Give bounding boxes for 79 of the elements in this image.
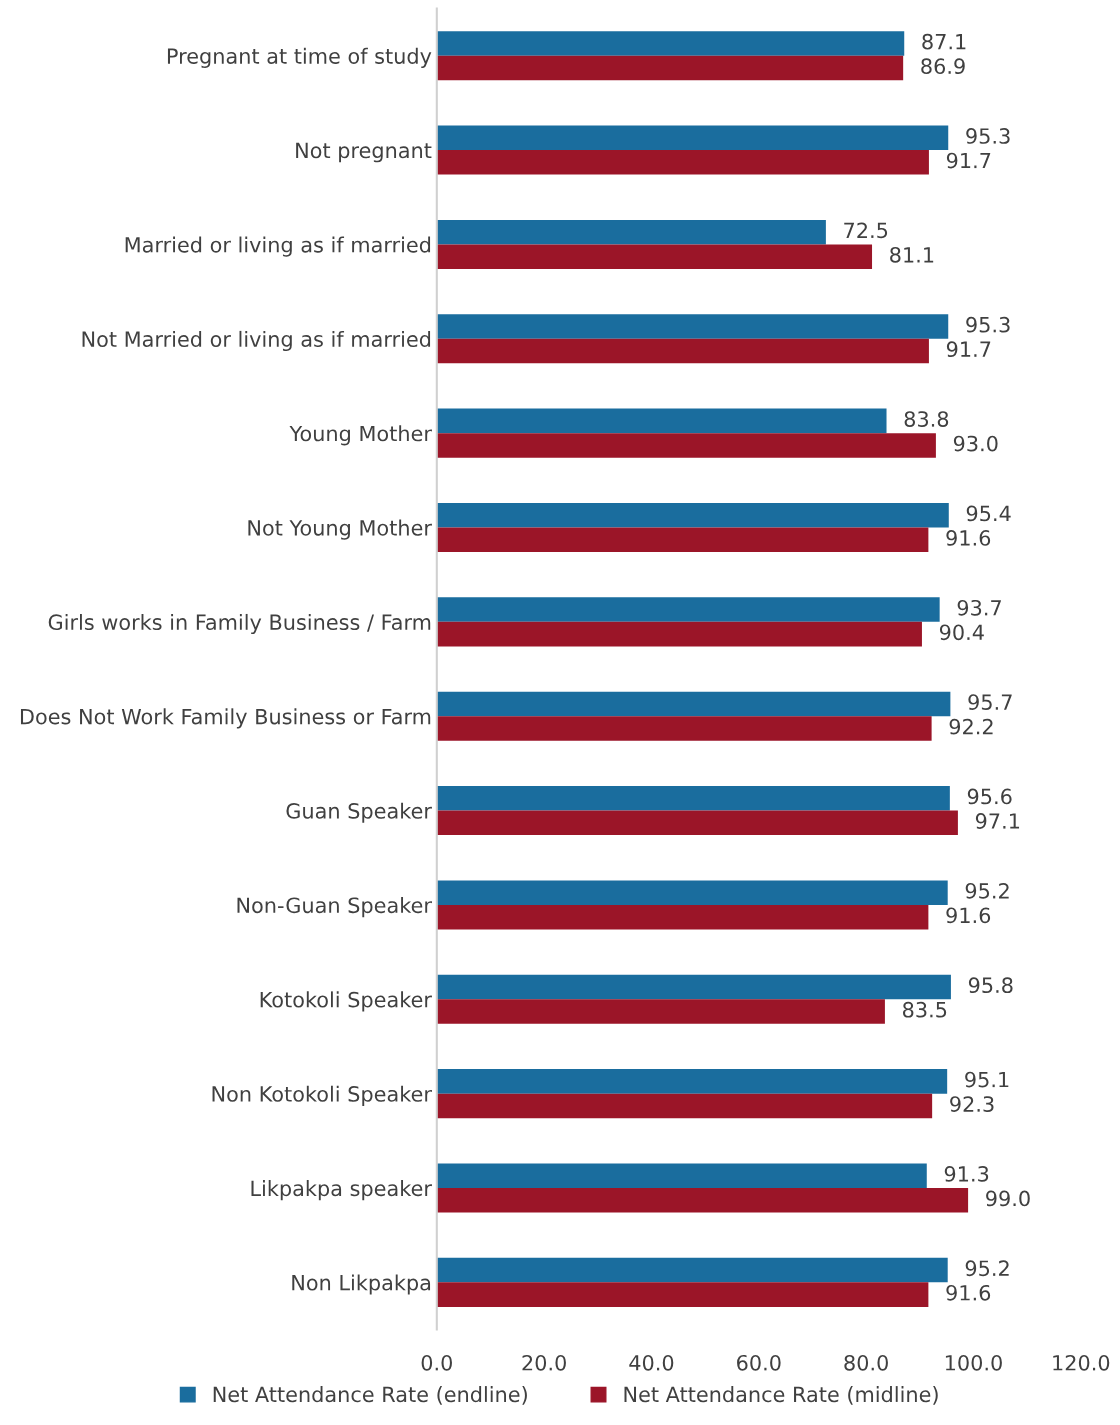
data-label: 92.3 <box>950 1096 994 1112</box>
x-tick-label: 120.0 <box>1053 1354 1110 1371</box>
data-label: 86.9 <box>921 58 965 75</box>
data-label: 90.4 <box>939 624 984 641</box>
bar <box>436 621 922 647</box>
bar <box>436 810 958 836</box>
y-tick-label: Married or living as if married <box>125 236 431 257</box>
x-tick-label: 80.0 <box>844 1354 888 1371</box>
bar <box>436 1187 969 1213</box>
legend-label: Net Attendance Rate (endline) <box>213 1386 527 1405</box>
bar <box>436 597 940 622</box>
y-tick-label: Girls works in Family Business / Farm <box>48 613 431 635</box>
bar <box>436 31 905 56</box>
y-tick-label: Likpakpa speaker <box>251 1180 432 1201</box>
bar <box>436 125 949 151</box>
data-label: 91.7 <box>946 341 991 358</box>
bar <box>436 999 885 1024</box>
bar <box>436 1282 929 1307</box>
data-label: 72.5 <box>844 222 888 239</box>
data-label: 95.2 <box>965 882 1009 899</box>
y-tick-label: Kotokoli Speaker <box>260 991 432 1012</box>
bar <box>436 219 826 245</box>
data-label: 83.8 <box>904 411 949 427</box>
data-label: 81.1 <box>890 246 934 263</box>
data-label: 95.3 <box>966 128 1010 144</box>
bar <box>436 408 887 434</box>
x-tick-label: 100.0 <box>945 1354 1002 1371</box>
data-label: 93.7 <box>957 599 1001 616</box>
y-tick-label: Not Young Mother <box>248 519 432 540</box>
data-label: 91.6 <box>946 530 991 546</box>
y-tick-label: Not pregnant <box>296 142 432 163</box>
y-tick-label: Young Mother <box>289 425 432 446</box>
bar <box>436 1163 927 1188</box>
x-tick-label: 0.0 <box>421 1354 452 1371</box>
bar <box>436 1093 933 1119</box>
data-label: 95.4 <box>966 505 1011 522</box>
bar <box>436 433 936 458</box>
legend-label: Net Attendance Rate (midline) <box>624 1386 938 1405</box>
data-label: 97.1 <box>975 813 1020 829</box>
data-label: 83.5 <box>903 1001 947 1018</box>
data-label: 92.2 <box>949 718 993 735</box>
y-tick-label: Pregnant at time of study <box>167 47 432 68</box>
x-tick-label: 20.0 <box>522 1354 566 1371</box>
data-label: 91.6 <box>946 1284 991 1301</box>
data-label: 95.8 <box>968 977 1013 994</box>
data-label: 95.7 <box>968 694 1012 710</box>
data-label: 95.6 <box>967 788 1012 805</box>
data-label: 87.1 <box>922 33 966 50</box>
bar <box>436 502 949 528</box>
bar <box>436 150 929 175</box>
x-tick-label: 60.0 <box>737 1354 781 1371</box>
data-label: 99.0 <box>986 1190 1030 1207</box>
y-tick-label: Guan Speaker <box>286 802 432 823</box>
data-label: 91.7 <box>946 152 991 169</box>
bar <box>436 786 950 811</box>
bar <box>436 527 929 553</box>
data-label: 95.1 <box>965 1071 1009 1088</box>
bar <box>436 904 929 930</box>
bar <box>436 691 951 717</box>
y-tick-label: Non Likpakpa <box>292 1274 431 1295</box>
y-tick-label: Not Married or living as if married <box>82 330 431 352</box>
bar <box>436 716 932 741</box>
y-tick-label: Non-Guan Speaker <box>237 897 432 918</box>
bar <box>436 1257 948 1283</box>
data-label: 91.6 <box>946 907 991 924</box>
data-label: 91.3 <box>944 1166 989 1182</box>
bar <box>436 1069 948 1094</box>
bar <box>436 338 929 364</box>
y-tick-label: Does Not Work Family Business or Farm <box>20 708 431 729</box>
bar <box>436 55 904 81</box>
bar <box>436 880 948 905</box>
data-label: 93.0 <box>953 435 998 452</box>
data-label: 95.3 <box>966 316 1010 333</box>
y-tick-label: Non Kotokoli Speaker <box>212 1085 432 1106</box>
bar <box>436 974 951 1000</box>
data-label: 95.2 <box>965 1260 1009 1277</box>
bar <box>436 314 949 339</box>
bar <box>436 244 873 269</box>
x-tick-label: 40.0 <box>629 1354 674 1371</box>
